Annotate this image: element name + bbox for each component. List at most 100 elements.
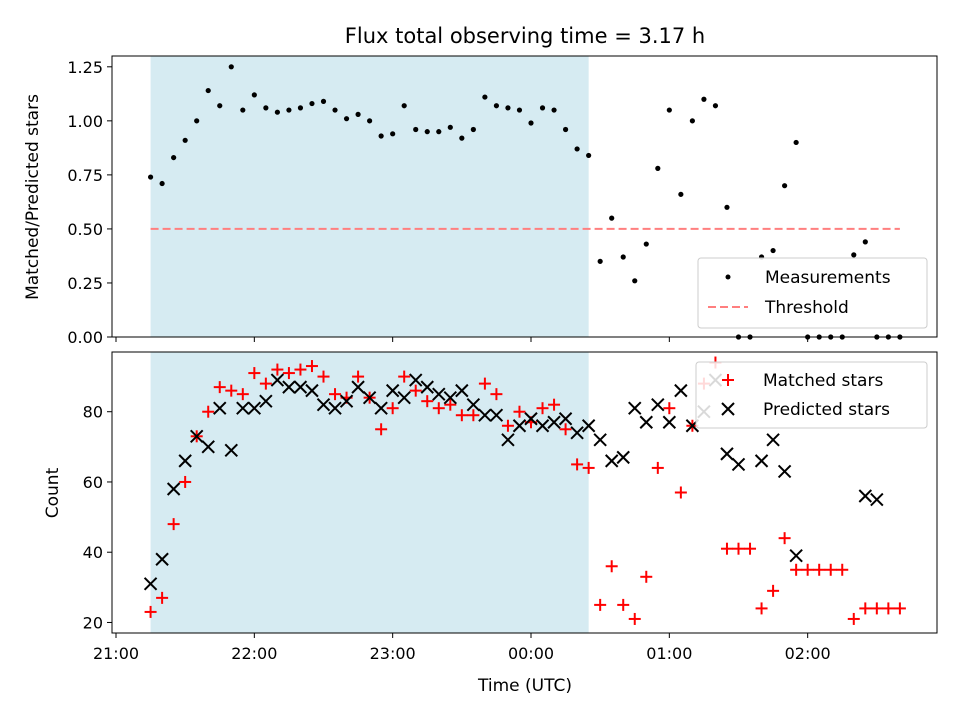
predicted-star-point xyxy=(201,440,215,454)
measurement-point xyxy=(205,87,211,94)
predicted-star-point xyxy=(662,415,677,429)
predicted-star-point xyxy=(547,415,561,429)
matched-star-point xyxy=(594,598,607,611)
top-plot-frame xyxy=(111,55,938,338)
predicted-star-point xyxy=(466,397,481,412)
measurement-point xyxy=(309,100,315,107)
matched-star-point xyxy=(259,377,272,390)
measurement-point xyxy=(528,120,534,126)
matched-star-point xyxy=(859,602,872,615)
matched-star-point xyxy=(893,602,906,615)
bottom-x-ticks: 21:00 22:00 23:00 00:00 01:00 02:00 xyxy=(93,633,831,663)
measurement-point xyxy=(516,107,523,113)
predicted-star-point xyxy=(178,454,192,468)
measurement-point xyxy=(678,191,684,197)
matched-star-point xyxy=(778,532,791,545)
matched-star-point xyxy=(548,398,561,411)
legend-predicted-label: Predicted stars xyxy=(763,400,890,420)
top-legend: Measurements Threshold xyxy=(697,257,928,329)
matched-star-point xyxy=(352,370,365,383)
measurement-point xyxy=(551,107,557,113)
predicted-star-point xyxy=(639,415,653,429)
measurement-point xyxy=(436,129,442,135)
measurement-point xyxy=(793,139,799,146)
predicted-star-point xyxy=(374,401,388,415)
matched-star-point xyxy=(213,381,226,394)
matched-star-point xyxy=(836,563,849,576)
measurement-point xyxy=(459,135,465,141)
predicted-star-point xyxy=(189,429,204,444)
matched-star-point xyxy=(813,563,826,576)
matched-star-point xyxy=(847,612,860,625)
measurement-point xyxy=(240,107,246,113)
predicted-star-point xyxy=(351,380,365,394)
predicted-star-point xyxy=(478,408,492,422)
predicted-star-point xyxy=(535,419,550,433)
top-y-axis-label: Matched/Predicted stars xyxy=(23,94,43,300)
bottom-y-tick-label: 20 xyxy=(83,613,103,632)
bottom-y-ticks: 20 40 60 80 xyxy=(83,403,112,632)
bottom-y-tick-label: 40 xyxy=(83,543,103,562)
bottom-legend: Matched stars Predicted stars xyxy=(695,361,928,429)
measurement-point xyxy=(147,174,154,180)
predicted-star-point xyxy=(397,390,411,405)
top-panel: 0.00 0.25 0.50 0.75 1.00 1.25 Matched/Predict… xyxy=(23,55,938,347)
bottom-x-tick-label: 02:00 xyxy=(785,644,831,663)
measurement-point xyxy=(620,254,626,260)
predicted-star-point xyxy=(213,401,227,415)
top-y-tick-label: 0.25 xyxy=(67,274,103,293)
predicted-star-point xyxy=(558,412,573,426)
matched-star-point xyxy=(617,598,630,611)
measurement-point xyxy=(194,118,200,124)
x-axis-label: Time (UTC) xyxy=(477,676,572,696)
matched-star-point xyxy=(236,388,249,401)
matched-star-point xyxy=(432,402,445,415)
predicted-star-point xyxy=(455,383,469,398)
predicted-star-point xyxy=(270,373,285,387)
predicted-star-point xyxy=(443,390,458,405)
predicted-star-point xyxy=(420,380,434,394)
matched-star-point xyxy=(790,563,803,576)
measurement-point xyxy=(320,98,327,104)
measurement-point xyxy=(655,165,661,171)
predicted-star-point xyxy=(385,383,400,398)
matched-star-point xyxy=(282,367,295,380)
matched-star-point xyxy=(156,591,169,604)
top-x-ticks xyxy=(115,337,809,342)
measurement-point xyxy=(574,146,580,152)
bottom-y-axis-label: Count xyxy=(43,467,63,518)
matched-star-point xyxy=(409,384,422,397)
measurement-point xyxy=(493,103,500,109)
predicted-star-point xyxy=(766,433,780,447)
measurement-point xyxy=(251,92,257,98)
measurement-point xyxy=(401,103,407,109)
measurement-points xyxy=(147,64,903,340)
matched-star-point xyxy=(882,602,895,615)
legend-measurements-label: Measurements xyxy=(765,268,891,288)
bottom-x-tick-label: 00:00 xyxy=(508,644,554,663)
matched-star-point xyxy=(628,612,641,625)
matched-star-point xyxy=(640,570,653,583)
matched-star-point xyxy=(202,405,215,418)
legend-x-glyph xyxy=(721,402,735,416)
predicted-star-point xyxy=(328,401,342,415)
measurement-point xyxy=(159,180,165,187)
top-legend-box xyxy=(697,257,928,329)
matched-star-point xyxy=(801,563,814,576)
matched-star-point xyxy=(421,395,434,408)
predicted-star-point xyxy=(593,433,607,447)
count-points xyxy=(143,356,906,625)
measurement-point xyxy=(724,204,730,210)
measurement-point xyxy=(413,126,419,133)
matched-star-point xyxy=(674,486,687,499)
matched-star-point xyxy=(605,560,618,573)
top-shaded-span xyxy=(150,56,589,337)
predicted-star-point xyxy=(501,433,515,447)
bottom-x-tick-label: 21:00 xyxy=(93,644,139,663)
matched-star-point xyxy=(248,367,261,380)
matched-star-point xyxy=(305,360,318,373)
predicted-star-point xyxy=(293,380,308,394)
measurement-point xyxy=(332,107,338,113)
measurement-point xyxy=(782,183,788,189)
